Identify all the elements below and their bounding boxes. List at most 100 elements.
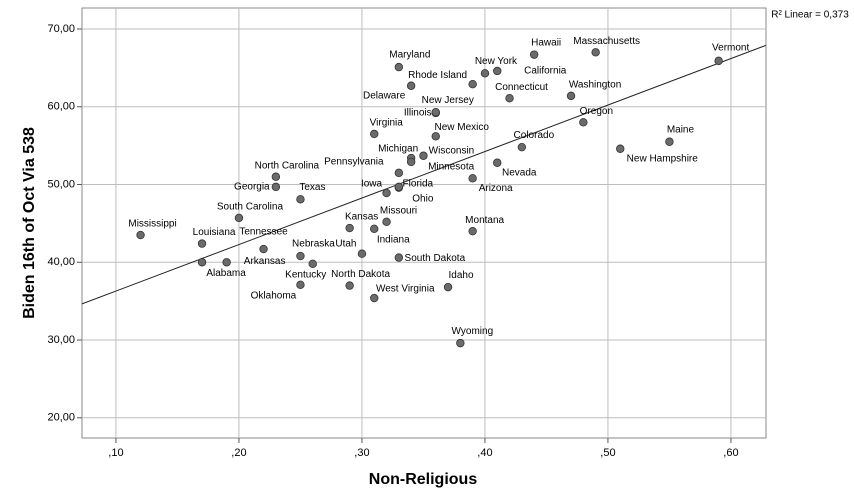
point-label: South Carolina [217, 202, 284, 213]
point-label: Washington [569, 80, 621, 91]
point-label: Arkansas [244, 256, 286, 267]
point [136, 230, 145, 240]
point-label: Montana [465, 215, 504, 226]
point [394, 182, 404, 192]
point-label: Pennsylvania [324, 156, 384, 167]
plot-area [81, 7, 767, 439]
x-tick-label: ,50 [600, 447, 615, 459]
point [370, 293, 379, 303]
point [197, 239, 207, 248]
point [480, 69, 490, 78]
point-label: North Carolina [255, 160, 320, 171]
annotation: R² Linear = 0,373 [771, 10, 849, 21]
point [616, 144, 625, 153]
point-label: New Hampshire [627, 153, 699, 164]
point [431, 132, 440, 141]
y-axis-title: Biden 16th of Oct Via 538 [21, 127, 38, 319]
x-axis-title: Non-Religious [369, 471, 478, 488]
point-label: Ohio [412, 193, 434, 204]
point-label: Vermont [712, 43, 749, 54]
point [296, 195, 305, 204]
point-label: Colorado [514, 130, 555, 141]
point-label: Utah [335, 238, 356, 249]
point-label: New York [475, 56, 518, 67]
point-label: Maryland [389, 50, 430, 61]
point-label: Nevada [502, 167, 537, 178]
point-label: Rhode Island [408, 70, 467, 81]
point [665, 137, 674, 146]
y-tick-label: 30,00 [47, 334, 75, 346]
point [296, 280, 305, 290]
point-label: Idaho [449, 270, 474, 281]
point-label: North Dakota [331, 269, 390, 280]
y-tick-label: 20,00 [47, 412, 75, 424]
point-label: Delaware [363, 90, 406, 101]
point-label: California [524, 66, 567, 77]
point-label: New Jersey [422, 95, 474, 106]
point-label: Mississippi [128, 219, 176, 230]
point [271, 182, 281, 192]
point [714, 56, 723, 66]
point [382, 217, 391, 227]
point [493, 158, 502, 167]
point-label: Tennessee [239, 227, 288, 238]
point-label: Maine [667, 124, 695, 135]
point-label: Wisconsin [429, 145, 475, 156]
point [529, 50, 539, 59]
point [468, 80, 477, 89]
point-label: Georgia [234, 181, 270, 192]
point [308, 259, 317, 269]
point [493, 66, 502, 76]
x-tick-label: ,30 [354, 447, 369, 459]
point-label: Illinois [404, 108, 432, 119]
point [431, 107, 440, 117]
x-tick-label: ,60 [723, 447, 738, 459]
point [370, 224, 379, 234]
point-label: Texas [299, 182, 325, 193]
point [456, 338, 465, 348]
point [394, 253, 404, 262]
point [345, 223, 354, 233]
point-label: Kentucky [285, 269, 326, 280]
fit-line [81, 44, 767, 305]
point-label: Michigan [378, 144, 418, 155]
point-label: Florida [403, 178, 434, 189]
point-label: Massachusetts [573, 36, 640, 47]
point-label: Louisiana [193, 227, 236, 238]
point [259, 244, 268, 254]
point-label: Missouri [380, 205, 417, 216]
point [406, 81, 416, 90]
point [222, 258, 231, 267]
point [517, 142, 527, 152]
y-tick-label: 60,00 [47, 101, 75, 113]
point [591, 48, 600, 57]
y-tick-label: 40,00 [47, 256, 75, 268]
point [566, 91, 576, 101]
point [468, 174, 477, 183]
point-label: West Virginia [376, 284, 435, 295]
point-label: Wyoming [452, 326, 494, 337]
point [345, 281, 354, 290]
point-label: Kansas [345, 212, 378, 223]
point [394, 168, 404, 178]
point [357, 249, 367, 258]
point [296, 251, 305, 261]
point [197, 258, 207, 267]
point-label: Oregon [580, 106, 613, 117]
point [271, 172, 281, 181]
point-label: Indiana [377, 234, 410, 245]
point-label: Virginia [370, 118, 404, 129]
x-tick-label: ,10 [108, 447, 123, 459]
point [419, 151, 428, 160]
point-label: New Mexico [435, 122, 490, 133]
point [394, 62, 404, 72]
x-tick-label: ,40 [477, 447, 492, 459]
point [406, 157, 416, 167]
point-label: Connecticut [495, 82, 548, 93]
point-label: South Dakota [405, 253, 466, 264]
point-label: Arizona [479, 183, 513, 194]
point-label: Hawaii [531, 37, 561, 48]
point-label: Alabama [206, 268, 246, 279]
point [370, 129, 379, 139]
